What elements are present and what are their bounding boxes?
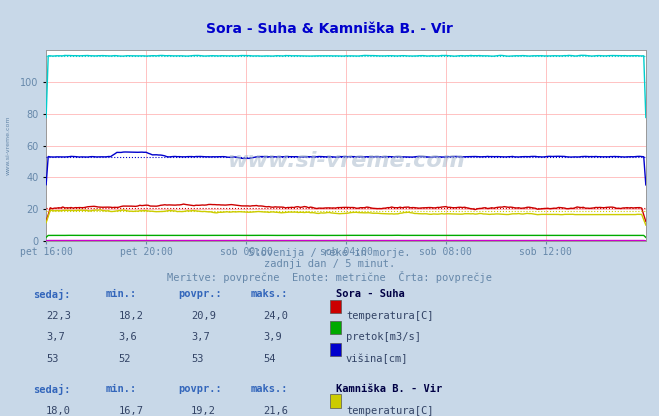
Text: povpr.:: povpr.: bbox=[178, 384, 221, 394]
Text: Sora - Suha: Sora - Suha bbox=[336, 289, 405, 299]
Text: 24,0: 24,0 bbox=[264, 311, 289, 321]
Text: 53: 53 bbox=[46, 354, 59, 364]
Text: 3,7: 3,7 bbox=[46, 332, 65, 342]
Text: sedaj:: sedaj: bbox=[33, 289, 71, 300]
Text: 54: 54 bbox=[264, 354, 276, 364]
Text: www.si-vreme.com: www.si-vreme.com bbox=[5, 116, 11, 176]
Text: maks.:: maks.: bbox=[250, 289, 288, 299]
Text: 20,9: 20,9 bbox=[191, 311, 216, 321]
Text: min.:: min.: bbox=[105, 289, 136, 299]
Text: 21,6: 21,6 bbox=[264, 406, 289, 416]
Text: Sora - Suha & Kamniška B. - Vir: Sora - Suha & Kamniška B. - Vir bbox=[206, 22, 453, 36]
Text: Kamniška B. - Vir: Kamniška B. - Vir bbox=[336, 384, 442, 394]
Text: 53: 53 bbox=[191, 354, 204, 364]
Text: 19,2: 19,2 bbox=[191, 406, 216, 416]
Text: temperatura[C]: temperatura[C] bbox=[346, 406, 434, 416]
Text: sedaj:: sedaj: bbox=[33, 384, 71, 395]
Text: 22,3: 22,3 bbox=[46, 311, 71, 321]
Text: višina[cm]: višina[cm] bbox=[346, 354, 409, 364]
Text: maks.:: maks.: bbox=[250, 384, 288, 394]
Text: Meritve: povprečne  Enote: metrične  Črta: povprečje: Meritve: povprečne Enote: metrične Črta:… bbox=[167, 271, 492, 283]
Text: 3,9: 3,9 bbox=[264, 332, 282, 342]
Text: pretok[m3/s]: pretok[m3/s] bbox=[346, 332, 421, 342]
Text: 52: 52 bbox=[119, 354, 131, 364]
Text: povpr.:: povpr.: bbox=[178, 289, 221, 299]
Text: temperatura[C]: temperatura[C] bbox=[346, 311, 434, 321]
Text: 18,2: 18,2 bbox=[119, 311, 144, 321]
Text: Slovenija / reke in morje.: Slovenija / reke in morje. bbox=[248, 248, 411, 258]
Text: www.si-vreme.com: www.si-vreme.com bbox=[227, 151, 465, 171]
Text: 3,6: 3,6 bbox=[119, 332, 137, 342]
Text: zadnji dan / 5 minut.: zadnji dan / 5 minut. bbox=[264, 259, 395, 269]
Text: 3,7: 3,7 bbox=[191, 332, 210, 342]
Text: 16,7: 16,7 bbox=[119, 406, 144, 416]
Text: min.:: min.: bbox=[105, 384, 136, 394]
Text: 18,0: 18,0 bbox=[46, 406, 71, 416]
